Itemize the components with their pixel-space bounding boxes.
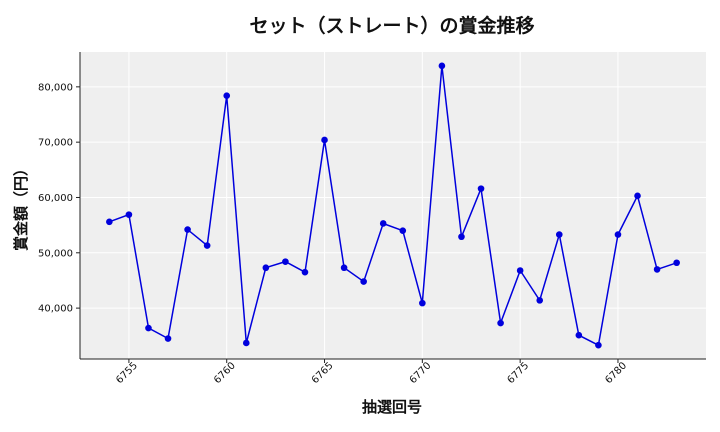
data-point <box>477 185 485 192</box>
data-point <box>438 62 446 70</box>
series-line <box>109 65 677 347</box>
data-point <box>145 324 152 332</box>
plot-area <box>80 52 706 359</box>
data-point <box>321 136 328 144</box>
data-point <box>106 218 113 226</box>
data-point <box>282 258 289 265</box>
data-point <box>184 226 191 233</box>
x-tick-label: 6765 <box>310 360 336 386</box>
x-tick-label: 6760 <box>212 360 238 386</box>
data-point <box>555 231 563 238</box>
x-tick-label: 6755 <box>114 360 140 386</box>
y-tick-label: 80,000 <box>38 82 73 93</box>
y-axis-label: 賞金額（円） <box>12 161 30 251</box>
y-tick-label: 70,000 <box>38 138 73 149</box>
data-point <box>340 264 348 272</box>
series <box>106 62 680 349</box>
data-point <box>419 299 426 307</box>
gridlines <box>80 52 706 359</box>
data-point <box>301 268 309 276</box>
data-point <box>634 192 641 200</box>
y-tick-label: 40,000 <box>38 304 73 315</box>
data-point <box>164 335 172 342</box>
data-point <box>575 331 583 339</box>
data-point <box>516 267 524 274</box>
y-tick-label: 50,000 <box>38 248 73 259</box>
data-point <box>614 231 622 238</box>
data-point <box>242 339 250 347</box>
data-point <box>360 278 367 285</box>
y-tick-label: 60,000 <box>38 193 73 204</box>
data-point <box>262 264 270 272</box>
data-point <box>379 220 387 227</box>
x-tick-label: 6780 <box>603 360 629 386</box>
data-point <box>497 319 504 327</box>
data-point <box>203 242 211 249</box>
x-axis-label: 抽選回号 <box>362 398 422 416</box>
data-point <box>653 266 661 273</box>
data-point <box>673 259 680 267</box>
data-point <box>399 227 407 234</box>
x-tick-label: 6770 <box>408 360 434 386</box>
data-point <box>458 233 465 241</box>
data-point <box>595 341 602 349</box>
data-point <box>223 92 231 99</box>
data-point <box>125 211 133 218</box>
x-tick-label: 6775 <box>506 360 532 386</box>
data-point <box>536 297 544 304</box>
chart-title: セット（ストレート）の賞金推移 <box>249 14 534 37</box>
